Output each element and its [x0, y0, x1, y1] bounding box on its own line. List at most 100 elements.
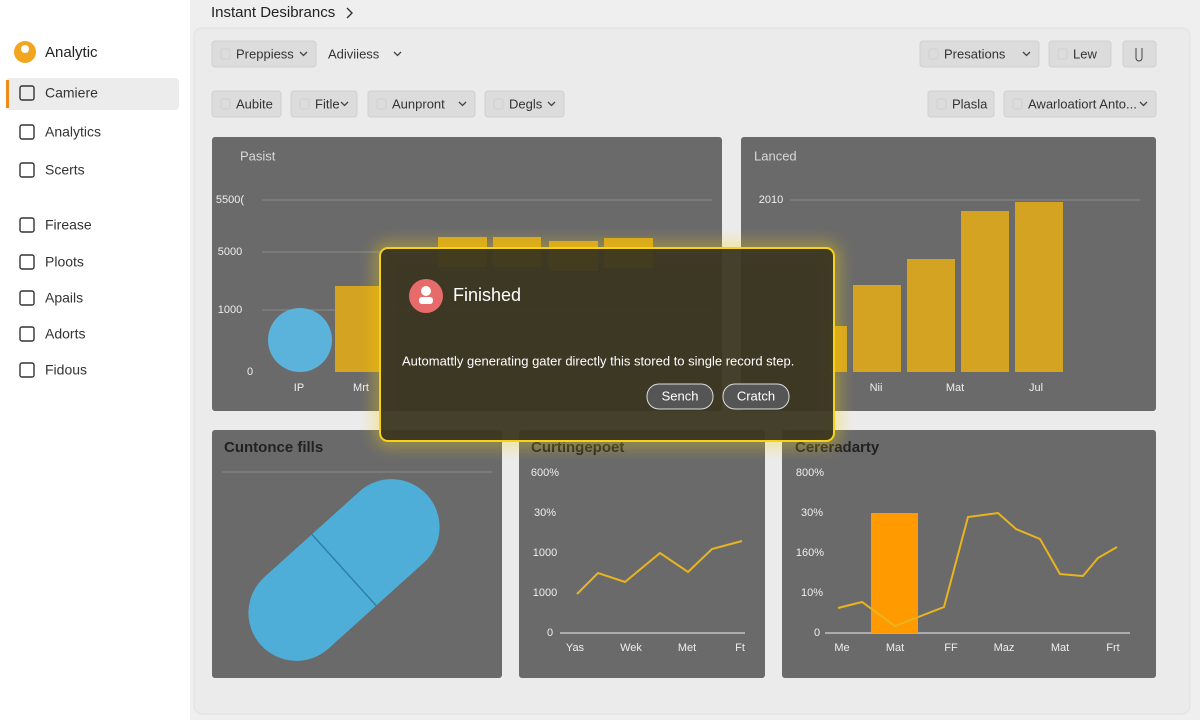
nav-icon: [19, 326, 35, 342]
toolbar-button[interactable]: Preppiess: [211, 40, 317, 68]
button-icon: [936, 98, 947, 110]
button-bg: [1003, 90, 1157, 118]
nav-item[interactable]: Camiere: [45, 85, 98, 101]
button-bg: [927, 90, 995, 118]
y-tick-label: 5500(: [216, 194, 244, 206]
x-tick-label: Mat: [1051, 642, 1069, 654]
nav-item[interactable]: Apails: [45, 290, 83, 306]
x-tick-label: Me: [834, 642, 849, 654]
nav-item[interactable]: Analytics: [45, 124, 101, 140]
sidebar: Analytic Camiere Analytics Scerts Firease Pl…: [6, 41, 179, 378]
toolbar-button[interactable]: Aubite: [211, 90, 282, 118]
button-bg: [919, 40, 1040, 68]
toolbar-button[interactable]: Awarloatiort Anto...: [1003, 90, 1157, 118]
button-label[interactable]: Aunpront: [392, 96, 445, 111]
nav-icon: [19, 290, 35, 306]
button-icon: [220, 98, 231, 110]
bar: [871, 513, 918, 633]
panel-title: Cuntonce fills: [224, 439, 323, 456]
button-label[interactable]: Adiviiess: [328, 46, 380, 61]
button-icon: [220, 48, 231, 60]
nav-item[interactable]: Scerts: [45, 162, 85, 178]
x-tick-label: Frt: [1106, 642, 1119, 654]
button-bg: [484, 90, 565, 118]
bar: [853, 285, 901, 372]
button-label[interactable]: Presations: [944, 46, 1006, 61]
x-tick-label: Mat: [886, 642, 904, 654]
modal-button-label[interactable]: Sench: [662, 388, 699, 403]
button-label[interactable]: Degls: [509, 96, 543, 111]
nav-icon: [19, 124, 35, 140]
modal-icon-body: [419, 297, 433, 304]
button-label[interactable]: Plasla: [952, 96, 988, 111]
panel: [782, 430, 1156, 678]
button-icon: [376, 98, 387, 110]
button-bg: [367, 90, 476, 118]
button-label[interactable]: Awarloatiort Anto...: [1028, 96, 1137, 111]
x-tick-label: Maz: [994, 642, 1015, 654]
x-tick-label: Nii: [870, 382, 883, 394]
modal-message: Automattly generating gater directly thi…: [402, 353, 794, 368]
y-tick-label: 2010: [759, 194, 783, 206]
button-bg: [290, 90, 358, 118]
y-tick-label: 1000: [533, 547, 557, 559]
modal-title: Finished: [453, 285, 521, 305]
caret: [1139, 101, 1148, 107]
bar: [335, 286, 380, 372]
nav-icon: [19, 217, 35, 233]
x-tick-label: Wek: [620, 642, 642, 654]
toolbar-button[interactable]: Plasla: [927, 90, 995, 118]
button-icon: [1057, 48, 1068, 60]
capsule: [248, 479, 440, 661]
nav-item[interactable]: Fidous: [45, 362, 87, 378]
caret: [393, 51, 402, 57]
modal-button[interactable]: [646, 383, 714, 410]
panel: [519, 430, 765, 678]
selected-indicator: [6, 80, 9, 108]
bar: [1015, 202, 1063, 372]
modal-button[interactable]: [722, 383, 790, 410]
button-bg[interactable]: [1122, 40, 1157, 68]
y-tick-label: 1000: [533, 587, 557, 599]
x-tick-label: Met: [678, 642, 696, 654]
x-tick-label: IP: [294, 382, 304, 394]
toolbar-button[interactable]: Aunpront: [367, 90, 476, 118]
button-icon: [493, 98, 504, 110]
button-icon: [928, 48, 939, 60]
y-tick-label: 600%: [531, 467, 559, 479]
toolbar-button[interactable]: Degls: [484, 90, 565, 118]
button-label[interactable]: Fitle: [315, 96, 340, 111]
button-label[interactable]: Preppiess: [236, 46, 294, 61]
x-tick-label: FF: [944, 642, 958, 654]
bar: [907, 259, 955, 372]
modal-button-label[interactable]: Cratch: [737, 388, 775, 403]
bubble: [268, 308, 332, 372]
y-tick-label: 800%: [796, 467, 824, 479]
caret: [1022, 51, 1031, 57]
toolbar-button[interactable]: Presations: [919, 40, 1040, 68]
y-tick-label: 10%: [801, 587, 823, 599]
x-tick-label: Mrt: [353, 382, 369, 394]
button-label[interactable]: Aubite: [236, 96, 273, 111]
breadcrumb[interactable]: Instant Desibrancs: [211, 4, 335, 21]
y-tick-label: 5000: [218, 246, 242, 258]
toolbar-button[interactable]: Fitle: [290, 90, 358, 118]
button-icon[interactable]: [1135, 48, 1143, 62]
caret: [340, 101, 349, 107]
toolbar-button[interactable]: Lew: [1048, 40, 1112, 68]
y-tick-label: 30%: [801, 507, 823, 519]
button-icon: [1012, 98, 1023, 110]
x-tick-label: Ft: [735, 642, 745, 654]
y-tick-label: 0: [814, 627, 820, 639]
selected-bg: [6, 78, 179, 110]
x-tick-label: Mat: [946, 382, 964, 394]
nav-icon: [19, 85, 35, 101]
nav-item[interactable]: Firease: [45, 217, 92, 233]
nav-item[interactable]: Ploots: [45, 254, 84, 270]
button-label[interactable]: Lew: [1073, 46, 1097, 61]
toolbar-button[interactable]: Adiviiess: [328, 46, 402, 61]
x-tick-label: Yas: [566, 642, 585, 654]
nav-item[interactable]: Adorts: [45, 326, 85, 342]
